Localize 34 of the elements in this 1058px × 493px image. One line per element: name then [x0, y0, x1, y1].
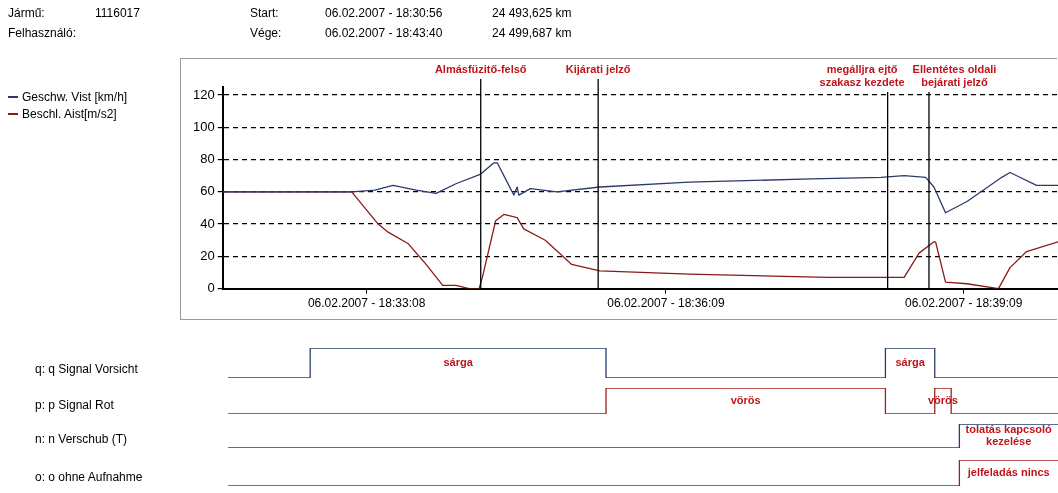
y-axis-title: n: n Verschub (T) [35, 432, 128, 446]
annotation: tolatás kapcsoló kezelése [965, 423, 1053, 448]
y-tick-label: 60 [200, 183, 215, 199]
ref-line-label: Almásfüzitő-felső [434, 62, 527, 75]
y-tick-label: 100 [192, 118, 215, 134]
x-tick-label: 06.02.2007 - 18:33:08 [307, 296, 426, 311]
text: 1116017 [95, 6, 140, 20]
ref-line-label: megálljra ejtő szakasz kezdete [819, 62, 905, 88]
text: 24 493,625 km [492, 6, 572, 20]
text: Start: [250, 6, 279, 20]
legend-label: Geschw. Vist [km/h] [22, 90, 128, 104]
y-tick-label: 40 [200, 215, 215, 231]
ref-line-label: Ellentétes oldali bejárati jelző [912, 62, 997, 88]
y-tick-label: 80 [200, 151, 215, 167]
x-tick-label: 06.02.2007 - 18:36:09 [607, 296, 726, 311]
text: 06.02.2007 - 18:43:40 [325, 26, 443, 40]
legend-label: Beschl. Aist[m/s2] [22, 107, 117, 121]
annotation: vörös [730, 394, 761, 407]
text: Felhasználó: [8, 26, 77, 40]
y-axis-title: p: p Signal Rot [35, 398, 114, 412]
annotation: sárga [443, 356, 474, 369]
y-axis-title: q: q Signal Vorsicht [35, 362, 138, 376]
y-tick-label: 20 [200, 247, 215, 263]
text: 24 499,687 km [492, 26, 572, 40]
y-axis-title: o: o ohne Aufnahme [35, 470, 143, 484]
text: Jármű: [8, 6, 45, 20]
x-tick-label: 06.02.2007 - 18:39:09 [905, 296, 1023, 311]
text: Vége: [250, 26, 282, 40]
annotation: jelfeladás nincs [966, 466, 1050, 479]
ref-line-label: Kijárati jelző [565, 62, 631, 75]
y-tick-label: 0 [207, 280, 215, 296]
text: 06.02.2007 - 18:30:56 [325, 6, 443, 20]
annotation: sárga [895, 356, 926, 369]
y-tick-label: 120 [192, 86, 215, 102]
